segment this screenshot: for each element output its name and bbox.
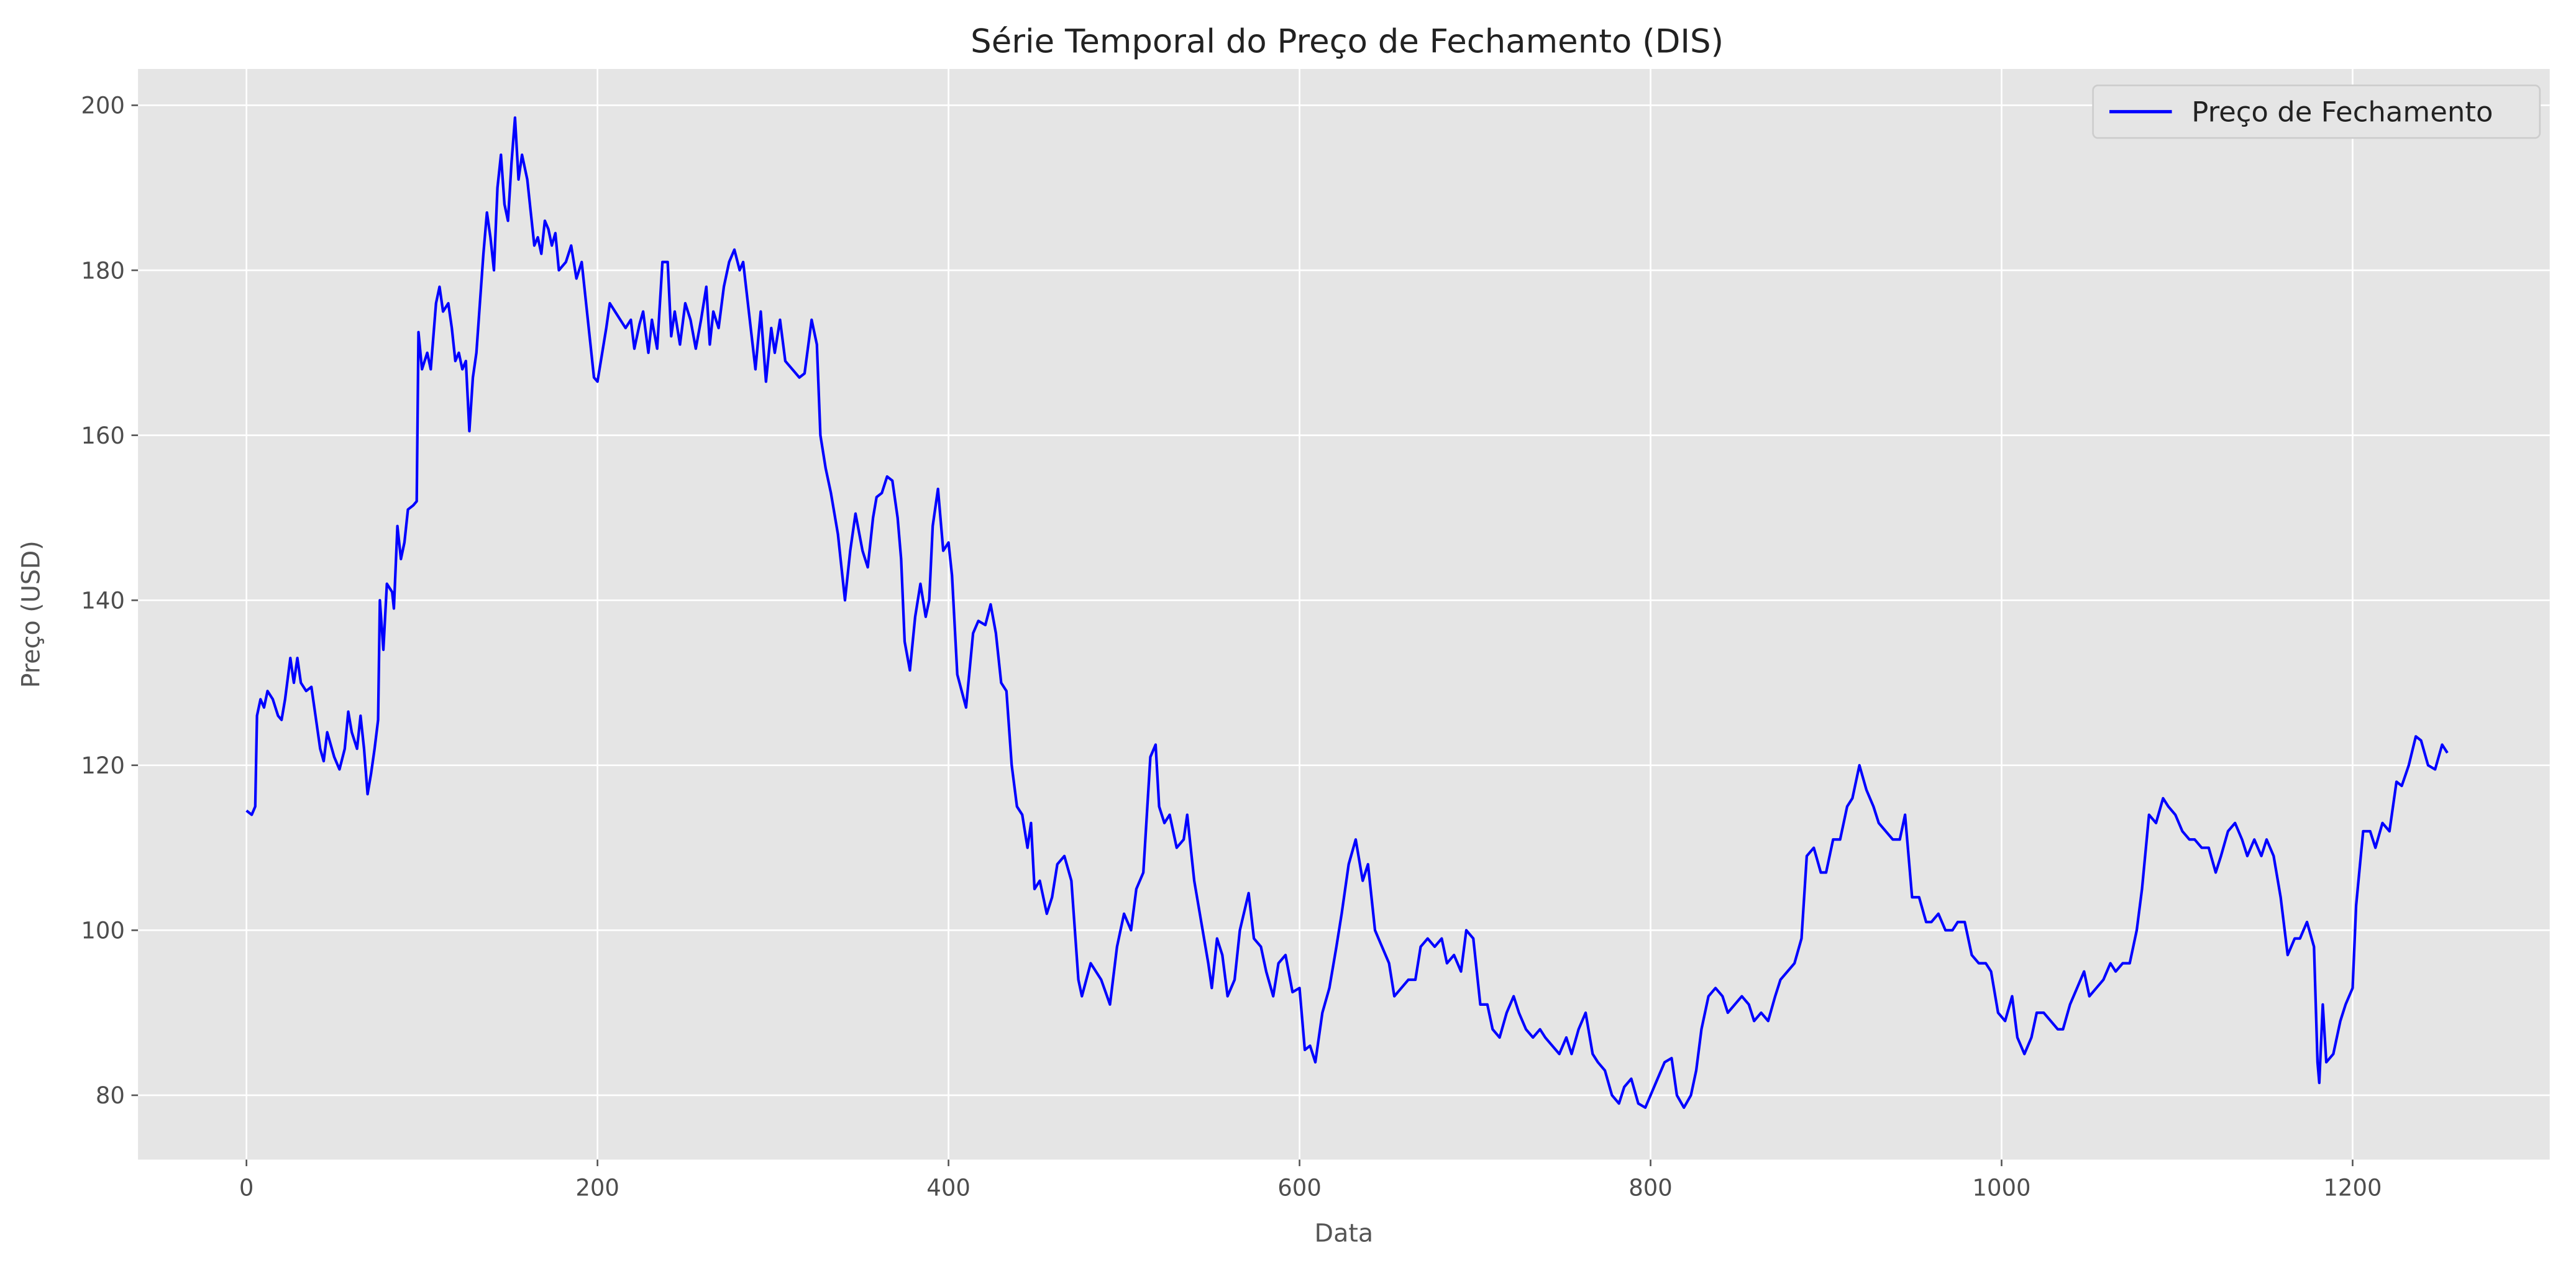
y-tick-label: 120 — [81, 752, 125, 779]
legend-label: Preço de Fechamento — [2191, 96, 2493, 129]
x-tick-label: 800 — [1628, 1175, 1673, 1202]
y-tick-label: 100 — [81, 918, 125, 944]
chart-title: Série Temporal do Preço de Fechamento (D… — [971, 23, 1724, 61]
y-axis-label: Preço (USD) — [17, 540, 45, 688]
x-tick-label: 1200 — [2323, 1175, 2382, 1202]
y-tick-label: 140 — [81, 587, 125, 614]
legend-box — [2092, 84, 2541, 139]
y-tick-label: 180 — [81, 257, 125, 284]
x-tick-label: 400 — [926, 1175, 971, 1202]
x-tick-label: 0 — [239, 1175, 254, 1202]
x-tick-label: 600 — [1277, 1175, 1322, 1202]
price-line — [245, 116, 2449, 1109]
y-tick-label: 160 — [81, 422, 125, 449]
x-tick-label: 200 — [575, 1175, 619, 1202]
y-tick-label: 200 — [81, 93, 125, 119]
legend: Preço de Fechamento — [2092, 84, 2541, 139]
x-tick-label: 1000 — [1972, 1175, 2030, 1202]
y-tick-label: 80 — [96, 1082, 125, 1109]
x-axis-label: Data — [1315, 1220, 1374, 1248]
plot-background — [138, 69, 2550, 1160]
